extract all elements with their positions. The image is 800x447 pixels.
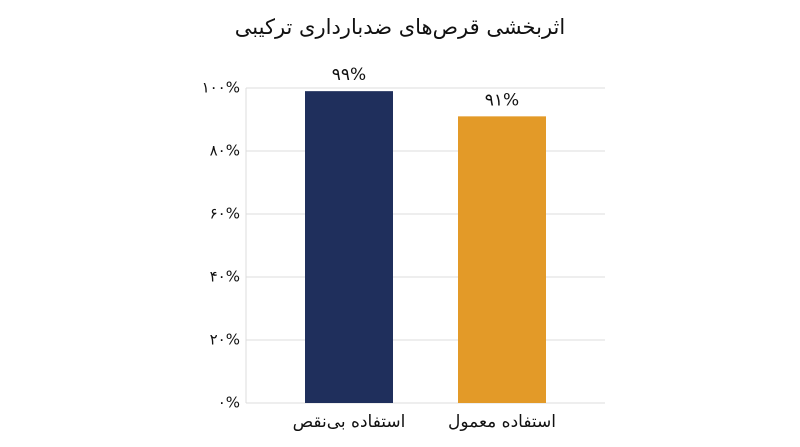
value-label: ۹۱% [485, 90, 519, 110]
bar [305, 91, 393, 404]
y-tick-label: ۲۰% [210, 331, 240, 349]
y-tick-label: ۱۰۰% [202, 79, 240, 97]
y-tick-label: ۶۰% [210, 205, 240, 223]
y-tick-label: ۸۰% [210, 142, 240, 160]
x-tick-label: استفاده معمول [448, 412, 556, 432]
y-tick-label: ۴۰% [210, 268, 240, 286]
value-label: ۹۹% [332, 65, 366, 85]
x-tick-label: استفاده بی‌نقص [293, 412, 406, 432]
chart-title: اثربخشی قرص‌های ضدبارداری ترکیبی [235, 15, 565, 39]
bar [458, 116, 546, 403]
y-tick-label: ۰% [218, 394, 240, 412]
